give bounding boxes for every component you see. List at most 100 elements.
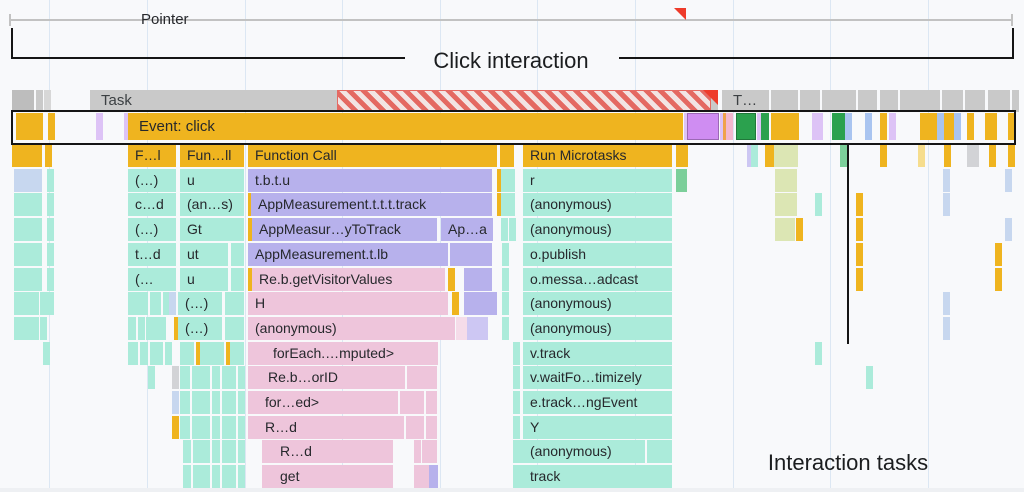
flame-entry[interactable] <box>775 169 797 192</box>
flame-entry[interactable] <box>14 268 42 291</box>
flame-entry[interactable] <box>681 144 688 167</box>
flame-entry-[interactable]: (…) <box>178 317 222 340</box>
flame-entry[interactable] <box>676 169 683 192</box>
flame-entry[interactable] <box>254 342 261 365</box>
flame-entry[interactable] <box>501 193 515 216</box>
flame-entry[interactable] <box>943 292 950 315</box>
event-entry[interactable] <box>736 113 756 140</box>
flame-entry-r[interactable]: r <box>523 169 672 192</box>
flame-entry[interactable] <box>680 169 687 192</box>
flame-entry[interactable] <box>238 440 245 463</box>
flame-entry[interactable] <box>513 342 520 365</box>
flame-entry[interactable] <box>500 144 507 167</box>
event-entry[interactable] <box>950 113 957 140</box>
flame-entry[interactable] <box>775 193 797 216</box>
flame-entry[interactable] <box>467 317 488 340</box>
flame-entry[interactable] <box>943 193 950 216</box>
flame-entry-appmeasur-ytotrack[interactable]: AppMeasur…yToTrack <box>252 218 437 241</box>
flame-entry-v-track[interactable]: v.track <box>523 342 672 365</box>
event-entry-event-click[interactable]: Event: click <box>128 113 683 140</box>
flame-entry-anonymous[interactable]: (anonymous) <box>523 440 645 463</box>
flame-entry[interactable] <box>47 268 54 291</box>
flame-entry[interactable] <box>256 366 263 389</box>
flame-entry-[interactable]: (… <box>128 268 176 291</box>
event-entry[interactable] <box>687 113 719 140</box>
flame-entry[interactable] <box>513 391 520 414</box>
event-entry[interactable] <box>954 113 961 140</box>
flame-entry-re-b-getvisitorvalues[interactable]: Re.b.getVisitorValues <box>252 268 445 291</box>
task-entry[interactable] <box>858 90 877 112</box>
flame-entry[interactable] <box>262 440 269 463</box>
flame-entry[interactable] <box>414 366 437 389</box>
flame-entry[interactable] <box>414 440 421 463</box>
task-entry-t[interactable]: T… <box>722 90 769 112</box>
flame-entry-gt[interactable]: Gt <box>180 218 244 241</box>
flame-entry-u[interactable]: u <box>180 268 228 291</box>
flame-entry[interactable] <box>450 243 457 266</box>
flame-entry[interactable] <box>856 193 863 216</box>
task-entry[interactable] <box>880 90 898 112</box>
flame-entry[interactable] <box>212 416 220 439</box>
task-entry[interactable] <box>822 90 856 112</box>
flame-entry[interactable] <box>502 243 509 266</box>
flame-entry[interactable] <box>400 391 407 414</box>
flame-entry[interactable] <box>150 342 163 365</box>
flame-entry[interactable] <box>152 317 159 340</box>
flame-entry[interactable] <box>192 366 210 389</box>
flame-entry-o-publish[interactable]: o.publish <box>523 243 672 266</box>
flame-entry[interactable] <box>422 440 429 463</box>
flame-entry[interactable] <box>507 144 514 167</box>
flame-entry[interactable] <box>464 268 492 291</box>
flame-entry[interactable] <box>183 440 191 463</box>
flame-entry[interactable] <box>765 144 772 167</box>
flame-entry-track[interactable]: track <box>523 465 672 488</box>
task-entry[interactable] <box>771 90 798 112</box>
flame-entry[interactable] <box>866 366 873 389</box>
flame-entry[interactable] <box>502 317 509 340</box>
flame-entry[interactable] <box>226 342 233 365</box>
flame-entry[interactable] <box>225 317 244 340</box>
flame-entry-run-microtasks[interactable]: Run Microtasks <box>523 144 672 167</box>
event-entry[interactable] <box>925 113 932 140</box>
flame-entry-u[interactable]: u <box>180 169 244 192</box>
flame-entry-anonymous[interactable]: (anonymous) <box>523 317 672 340</box>
flame-entry[interactable] <box>172 416 179 439</box>
event-entry[interactable] <box>931 113 938 140</box>
flame-entry[interactable] <box>676 144 683 167</box>
flame-entry[interactable] <box>856 268 863 291</box>
flame-entry[interactable] <box>47 243 54 266</box>
flame-entry[interactable] <box>943 317 950 340</box>
flame-entry-function-call[interactable]: Function Call <box>248 144 497 167</box>
flame-entry-t-d[interactable]: t…d <box>128 243 176 266</box>
flame-entry[interactable] <box>513 366 520 389</box>
flame-entry[interactable] <box>180 366 190 389</box>
flame-entry[interactable] <box>169 292 176 315</box>
flame-entry-r-d[interactable]: R…d <box>258 416 404 439</box>
flame-entry[interactable] <box>40 292 47 315</box>
flame-entry[interactable] <box>193 465 210 488</box>
flame-entry[interactable] <box>20 317 39 340</box>
event-entry[interactable] <box>838 113 845 140</box>
flame-entry[interactable] <box>248 391 255 414</box>
flame-entry[interactable] <box>222 366 236 389</box>
flame-entry[interactable] <box>47 218 54 241</box>
flame-entry[interactable] <box>14 193 42 216</box>
event-entry[interactable] <box>812 113 819 140</box>
flame-entry-ap-a[interactable]: Ap…a <box>441 218 493 241</box>
task-entry[interactable] <box>12 90 34 112</box>
flame-entry[interactable] <box>14 243 42 266</box>
flame-entry[interactable] <box>918 144 925 167</box>
flame-entry[interactable] <box>128 342 138 365</box>
task-entry[interactable] <box>813 90 820 112</box>
flame-entry-c-d[interactable]: c…d <box>128 193 176 216</box>
flame-entry[interactable] <box>989 144 996 167</box>
flame-entry[interactable] <box>412 391 424 414</box>
flame-entry-appmeasurement-t-lb[interactable]: AppMeasurement.t.lb <box>248 243 448 266</box>
flame-entry[interactable] <box>248 268 255 291</box>
flame-entry-for-ed[interactable]: for…ed> <box>258 391 398 414</box>
flame-entry-e-track-ngevent[interactable]: e.track…ngEvent <box>523 391 672 414</box>
flame-entry[interactable] <box>751 144 758 167</box>
flame-entry[interactable] <box>419 465 426 488</box>
event-entry[interactable] <box>16 113 43 140</box>
flame-entry[interactable] <box>424 465 431 488</box>
